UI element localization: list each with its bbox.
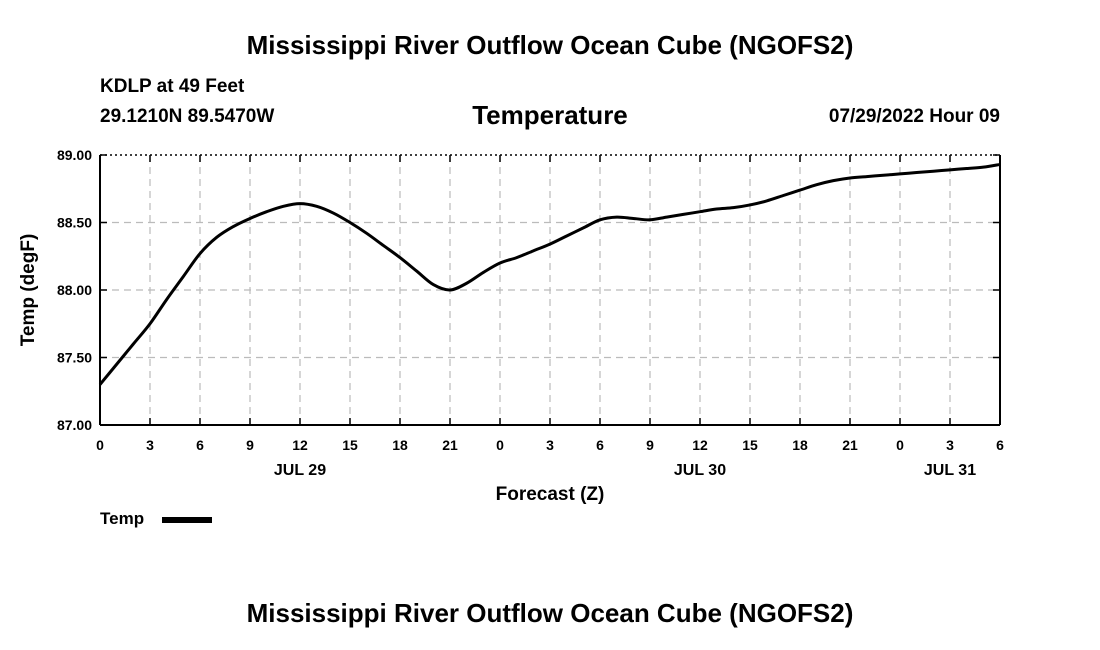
x-date-label: JUL 29 bbox=[274, 462, 326, 479]
x-tick-label: 6 bbox=[596, 437, 604, 453]
series-layer bbox=[98, 162, 1001, 386]
x-date-label: JUL 30 bbox=[674, 462, 726, 479]
chart-title: Mississippi River Outflow Ocean Cube (NG… bbox=[246, 30, 854, 60]
legend-swatch bbox=[162, 517, 212, 523]
x-tick-label: 0 bbox=[96, 437, 104, 453]
y-tick-label: 87.00 bbox=[57, 417, 92, 433]
x-tick-label: 15 bbox=[742, 437, 758, 453]
grid bbox=[100, 154, 1000, 425]
x-date-label: JUL 31 bbox=[924, 462, 976, 479]
x-tick-label: 15 bbox=[342, 437, 358, 453]
y-tick-label: 88.50 bbox=[57, 215, 92, 231]
axes: 0 3 6 9 12 15 18 21 0 3 6 9 12 15 18 21 0 3 6 JUL 29 JUL 30 J… bbox=[57, 147, 1004, 479]
x-axis-label: Forecast (Z) bbox=[496, 484, 605, 505]
y-tick-label: 88.00 bbox=[57, 282, 92, 298]
x-tick-label: 3 bbox=[546, 437, 554, 453]
x-tick-label: 6 bbox=[996, 437, 1004, 453]
x-tick-label: 3 bbox=[146, 437, 154, 453]
x-tick-label: 21 bbox=[842, 437, 858, 453]
y-tick-label: 89.00 bbox=[57, 147, 92, 163]
y-axis-label: Temp (degF) bbox=[18, 234, 39, 347]
forecast-datetime: 07/29/2022 Hour 09 bbox=[828, 106, 1000, 127]
legend-label: Temp bbox=[100, 509, 145, 528]
series-line-temp bbox=[98, 162, 1001, 386]
x-tick-label: 12 bbox=[692, 437, 708, 453]
x-tick-label: 18 bbox=[392, 437, 408, 453]
bottom-chart-title: Mississippi River Outflow Ocean Cube (NG… bbox=[246, 598, 854, 628]
y-tick-label: 87.50 bbox=[57, 350, 92, 366]
station-label: KDLP at 49 Feet bbox=[100, 76, 245, 97]
x-tick-label: 18 bbox=[792, 437, 808, 453]
chart-subtitle: Temperature bbox=[472, 100, 628, 130]
x-tick-label: 21 bbox=[442, 437, 458, 453]
x-tick-label: 6 bbox=[196, 437, 204, 453]
x-tick-label: 12 bbox=[292, 437, 308, 453]
x-tick-label: 0 bbox=[496, 437, 504, 453]
x-tick-label: 9 bbox=[646, 437, 654, 453]
x-tick-label: 9 bbox=[246, 437, 254, 453]
station-coordinates: 29.1210N 89.5470W bbox=[100, 106, 275, 127]
x-tick-label: 0 bbox=[896, 437, 904, 453]
x-tick-label: 3 bbox=[946, 437, 954, 453]
